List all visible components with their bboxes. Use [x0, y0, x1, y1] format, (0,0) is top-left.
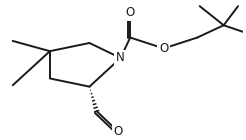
- Text: N: N: [116, 52, 125, 65]
- Text: O: O: [159, 42, 168, 55]
- Text: O: O: [125, 6, 135, 19]
- Text: O: O: [114, 125, 123, 138]
